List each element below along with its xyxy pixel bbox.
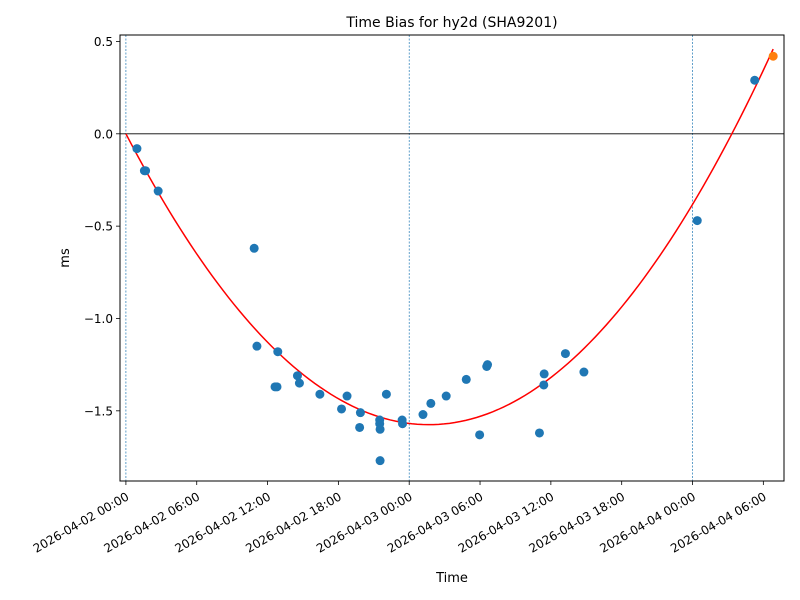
data-point [539, 380, 549, 390]
data-point [375, 424, 385, 434]
data-point [292, 371, 302, 381]
data-point [750, 75, 760, 85]
data-point [355, 408, 365, 418]
data-point [153, 186, 163, 196]
data-point [418, 410, 428, 420]
data-point [475, 430, 485, 440]
y-tick-label: −0.5 [84, 220, 113, 234]
data-point [272, 382, 282, 392]
reference-lines [120, 35, 784, 481]
data-point [560, 349, 570, 359]
y-tick-label: −1.5 [84, 404, 113, 418]
fit-curve-layer [125, 48, 774, 426]
chart-title: Time Bias for hy2d (SHA9201) [345, 15, 557, 31]
data-point [426, 398, 436, 408]
y-tick-label: 0.0 [94, 127, 113, 141]
data-point [483, 360, 493, 370]
y-tick-label: −1.0 [84, 312, 113, 326]
data-point [315, 389, 325, 399]
x-axis-label: Time [435, 571, 468, 586]
data-point [355, 422, 365, 432]
data-point [539, 369, 549, 379]
plot-area [120, 35, 784, 481]
y-axis-label: ms [58, 248, 73, 268]
latest-data-point [768, 51, 778, 61]
data-point [579, 367, 589, 377]
data-point [249, 243, 259, 253]
data-point [252, 341, 262, 351]
data-point [273, 347, 283, 357]
data-point [337, 404, 347, 414]
fit-curve [125, 48, 774, 426]
data-point [534, 428, 544, 438]
data-point [375, 456, 385, 466]
data-point [398, 419, 408, 429]
data-point [441, 391, 451, 401]
data-point [141, 166, 151, 176]
plot-frame [119, 34, 785, 482]
data-point [342, 391, 352, 401]
data-points-layer [132, 51, 778, 466]
data-point [294, 378, 304, 388]
data-point [381, 389, 391, 399]
y-tick-label: 0.5 [94, 35, 113, 49]
data-point [692, 216, 702, 226]
data-point [461, 374, 471, 384]
y-axis: 0.5 0.0 −0.5 −1.0 −1.5 [84, 35, 120, 418]
data-point [132, 144, 142, 154]
